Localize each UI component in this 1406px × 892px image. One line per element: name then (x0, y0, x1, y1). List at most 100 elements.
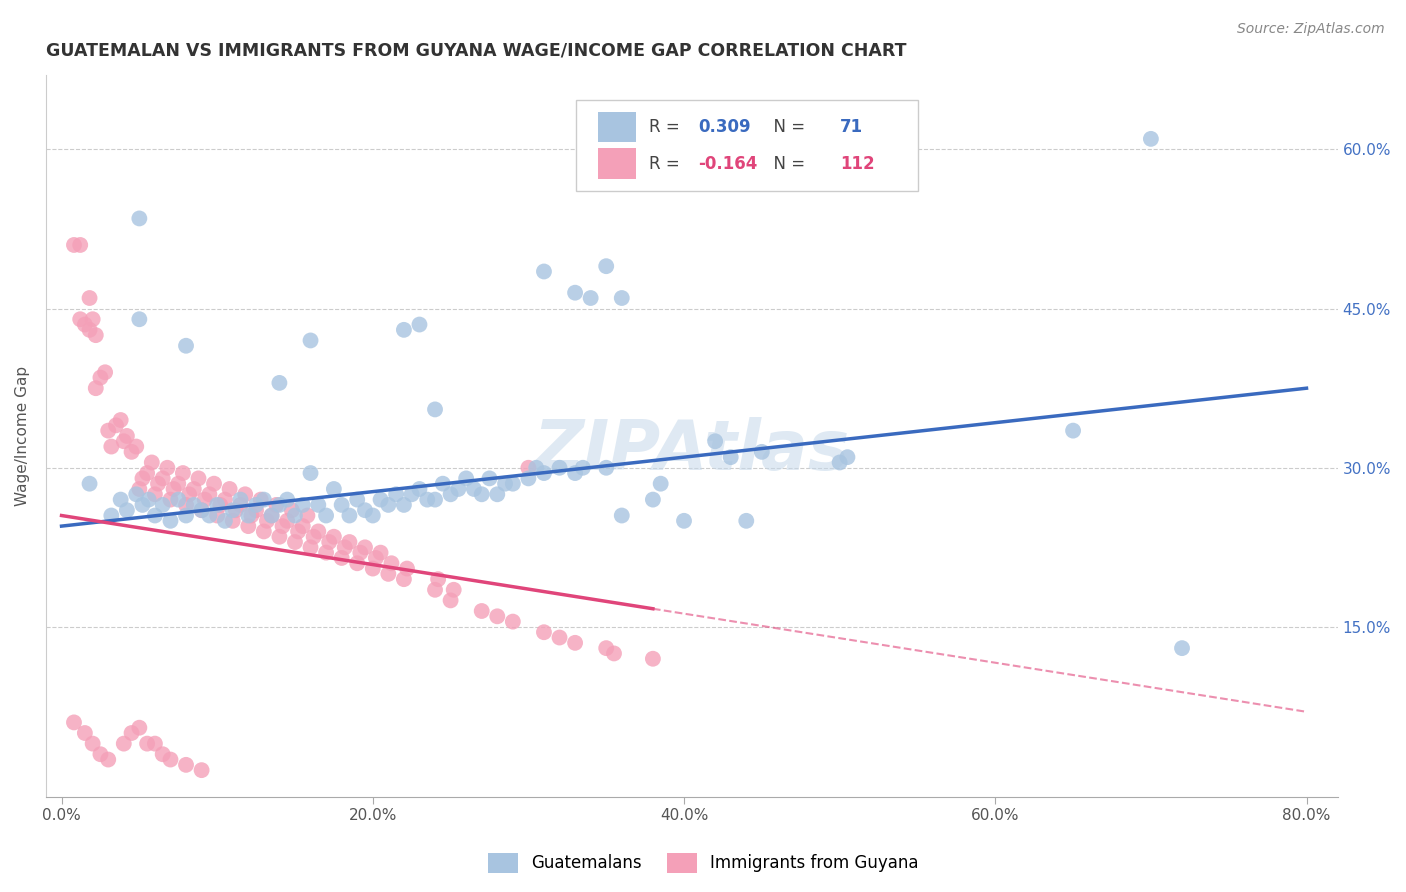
Legend: Guatemalans, Immigrants from Guyana: Guatemalans, Immigrants from Guyana (481, 847, 925, 880)
Point (115, 503, 138, 517)
Point (349, 546, 371, 560)
Point (673, 514, 696, 528)
Point (276, 492, 298, 507)
Text: R =: R = (650, 155, 685, 173)
Point (385, 487, 408, 501)
Point (432, 476, 454, 491)
Point (159, 492, 181, 507)
Point (370, 546, 392, 560)
Point (517, 471, 540, 485)
Point (284, 508, 307, 523)
Point (377, 498, 399, 512)
Point (330, 498, 353, 512)
Point (408, 318, 430, 332)
Point (222, 503, 245, 517)
Point (128, 721, 150, 735)
Point (579, 291, 602, 305)
Point (63, 715, 86, 730)
Point (1062, 424, 1084, 438)
Point (256, 514, 278, 528)
Y-axis label: Wage/Income Gap: Wage/Income Gap (15, 366, 30, 506)
Point (704, 434, 727, 449)
Point (610, 508, 633, 523)
Point (361, 561, 384, 575)
Point (245, 498, 267, 512)
Point (322, 482, 344, 496)
Point (253, 492, 276, 507)
Point (266, 498, 288, 512)
Point (423, 402, 446, 417)
Point (94, 365, 117, 379)
Point (720, 450, 742, 465)
Point (463, 482, 485, 496)
Point (392, 498, 415, 512)
Point (339, 535, 361, 549)
Point (198, 487, 221, 501)
Point (610, 291, 633, 305)
Point (152, 498, 174, 512)
Point (408, 482, 430, 496)
Point (361, 508, 384, 523)
Point (439, 487, 461, 501)
Point (240, 508, 263, 523)
Text: ZIPAtlas: ZIPAtlas (534, 417, 851, 483)
Point (315, 546, 337, 560)
Point (174, 498, 197, 512)
Text: N =: N = (763, 155, 810, 173)
Point (172, 466, 194, 480)
Point (377, 566, 399, 581)
Point (346, 556, 368, 570)
Point (641, 652, 664, 666)
Point (82, 737, 104, 751)
Point (167, 476, 190, 491)
Point (533, 625, 555, 640)
Point (339, 508, 361, 523)
Point (291, 498, 314, 512)
Point (179, 487, 201, 501)
Point (486, 609, 509, 624)
Point (174, 508, 197, 523)
Point (63, 238, 86, 252)
Point (322, 530, 344, 544)
Point (125, 487, 148, 501)
Point (276, 514, 298, 528)
Point (229, 498, 252, 512)
Point (229, 492, 252, 507)
Point (152, 747, 174, 762)
Point (416, 492, 439, 507)
FancyBboxPatch shape (575, 101, 918, 191)
Point (291, 519, 314, 533)
Point (564, 636, 586, 650)
Point (69, 312, 91, 326)
Point (156, 460, 179, 475)
Point (299, 466, 322, 480)
Point (110, 413, 132, 427)
Point (423, 492, 446, 507)
Point (225, 503, 247, 517)
Bar (598, 112, 637, 142)
Point (89, 370, 111, 384)
Point (346, 492, 368, 507)
Point (284, 535, 307, 549)
Point (299, 541, 322, 555)
Point (595, 460, 617, 475)
Point (190, 503, 212, 517)
Point (299, 334, 322, 348)
Point (121, 726, 143, 740)
Point (641, 492, 664, 507)
Point (105, 418, 128, 433)
Point (443, 582, 465, 597)
Point (447, 482, 470, 496)
Point (517, 460, 540, 475)
Point (128, 482, 150, 496)
Point (572, 460, 595, 475)
Point (260, 508, 283, 523)
Point (392, 323, 415, 337)
Point (214, 514, 236, 528)
Point (131, 471, 153, 485)
Point (209, 498, 232, 512)
Point (84, 328, 107, 343)
Point (533, 264, 555, 278)
Point (143, 508, 166, 523)
Point (222, 514, 245, 528)
